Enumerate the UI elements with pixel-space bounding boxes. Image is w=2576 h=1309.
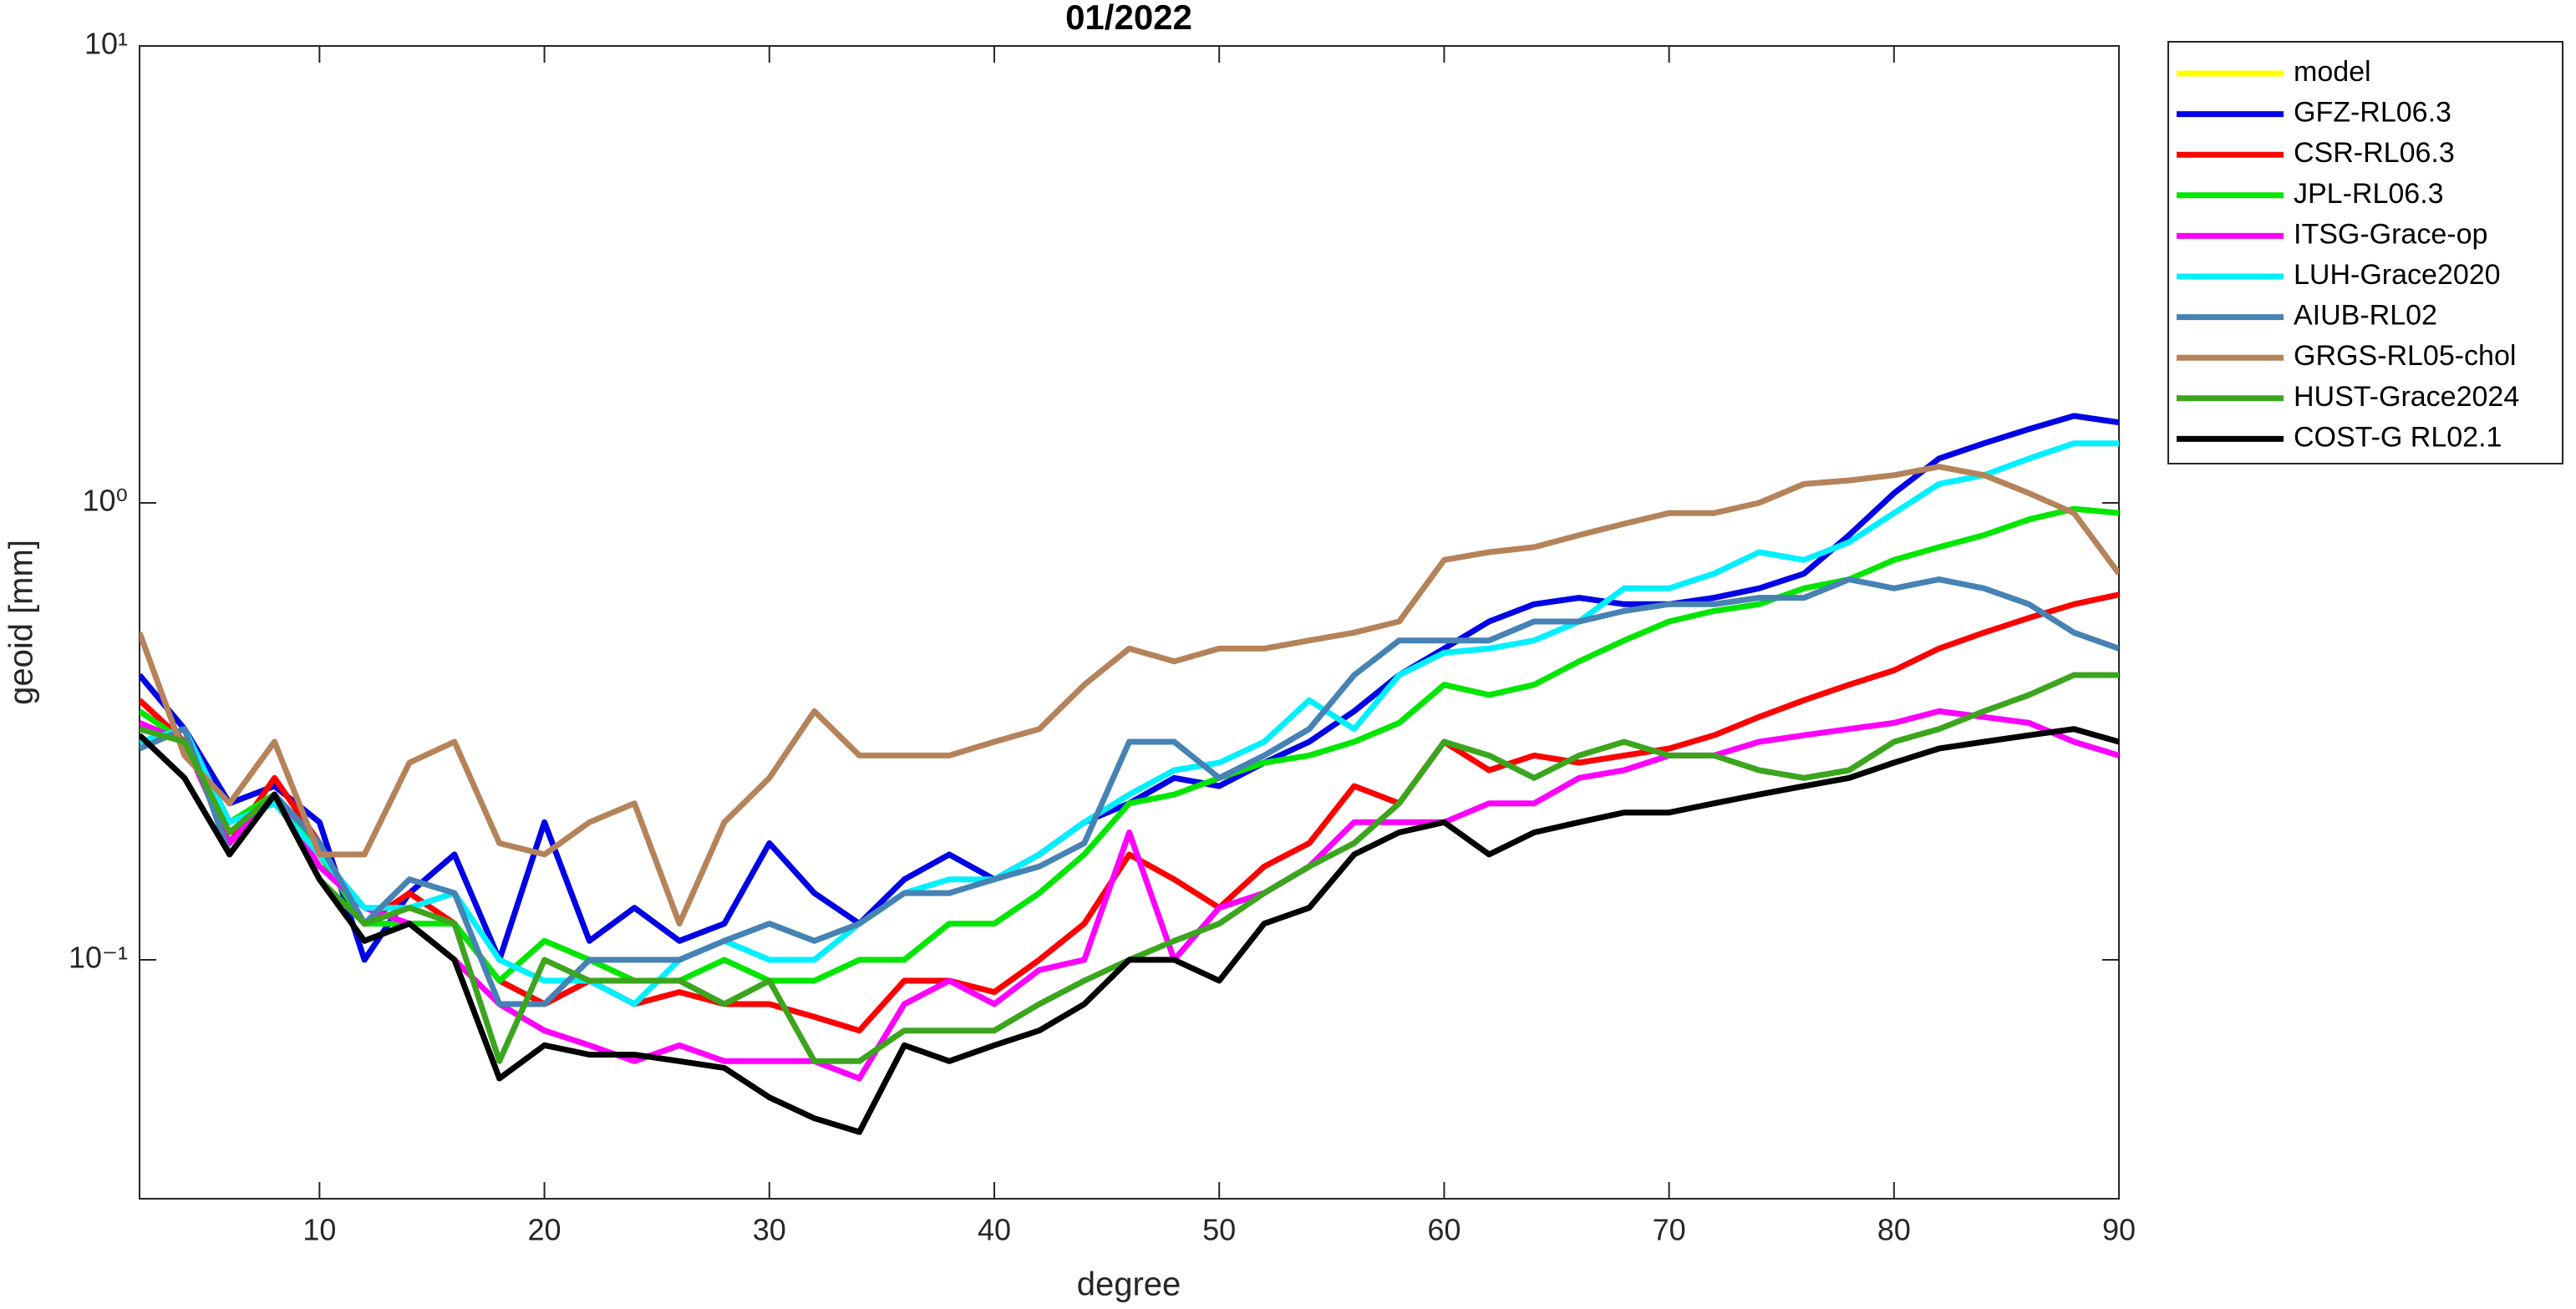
x-tick-label: 20	[528, 1213, 561, 1247]
y-tick-label: 10¹	[84, 27, 128, 61]
legend-text: HUST-Grace2024	[2294, 381, 2519, 413]
plot-area	[139, 45, 2120, 1200]
y-axis-label: geoid [mm]	[3, 540, 40, 705]
legend-text: GRGS-RL05-chol	[2294, 340, 2516, 372]
x-tick-label: 10	[302, 1213, 336, 1247]
series-line	[140, 505, 2119, 984]
x-tick-label: 40	[978, 1213, 1011, 1247]
legend-text: model	[2294, 56, 2371, 88]
chart-title: 01/2022	[1065, 0, 1192, 37]
lines	[140, 413, 2119, 1135]
x-tick-label: 70	[1653, 1213, 1686, 1247]
x-tick-label: 30	[753, 1213, 786, 1247]
legend-text: AIUB-RL02	[2294, 300, 2437, 332]
x-tick-label: 50	[1202, 1213, 1236, 1247]
y-tick-label: 10⁰	[83, 484, 128, 518]
y-tick-label: 10⁻¹	[69, 941, 128, 975]
legend-text: GFZ-RL06.3	[2294, 97, 2452, 129]
x-tick-label: 60	[1427, 1213, 1461, 1247]
series-line	[140, 576, 2119, 1007]
legend-text: ITSG-Grace-op	[2294, 218, 2487, 250]
x-tick-label: 80	[1877, 1213, 1911, 1247]
legend-text: LUH-Grace2020	[2294, 259, 2501, 291]
legend-text: JPL-RL06.3	[2294, 178, 2444, 210]
series-line	[140, 464, 2119, 927]
series-line	[140, 726, 2119, 1135]
legend-text: COST-G RL02.1	[2294, 421, 2502, 453]
series-line	[140, 440, 2119, 1007]
x-tick-label: 90	[2102, 1213, 2136, 1247]
legend-text: CSR-RL06.3	[2294, 137, 2455, 169]
x-axis-label: degree	[1077, 1266, 1181, 1303]
